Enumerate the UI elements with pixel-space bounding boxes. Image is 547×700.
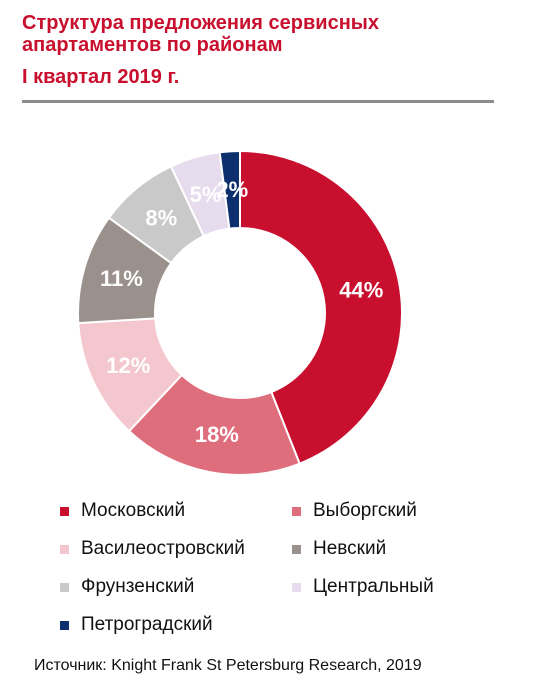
slice-value-label: 8%	[145, 205, 177, 230]
slice-value-label: 11%	[100, 266, 143, 291]
donut-chart: 44% 18% 12% 11% 8% 5%2%	[77, 149, 403, 476]
legend-label: Василеостровский	[81, 538, 245, 559]
legend-swatch	[60, 582, 69, 592]
legend-label: Центральный	[313, 576, 434, 597]
legend-item-moskovsky: Московский	[60, 500, 185, 522]
slice-moskovsky	[239, 149, 403, 465]
chart-subtitle: I квартал 2019 г.	[22, 66, 180, 88]
slice-value-label: 44%	[339, 277, 383, 302]
legend-item-vasileostrovsky: Василеостровский	[60, 538, 245, 560]
legend-item-vyborgsky: Выборгский	[292, 500, 417, 522]
legend-label: Московский	[81, 500, 186, 521]
legend-swatch	[292, 506, 301, 516]
legend-swatch	[60, 544, 69, 554]
legend-label: Петроградский	[81, 614, 213, 635]
legend-swatch	[292, 582, 301, 592]
legend-item-frunzensky: Фрунзенский	[60, 576, 194, 598]
slice-vyborgsky	[127, 373, 301, 476]
legend-label: Фрунзенский	[81, 576, 195, 597]
slice-value-label: 18%	[195, 422, 239, 447]
chart-title: Структура предложения сервисных апартаме…	[22, 12, 379, 56]
legend-item-tsentralny: Центральный	[292, 576, 434, 598]
legend-swatch	[292, 544, 301, 554]
legend-item-petrogradsky: Петроградский	[60, 614, 213, 636]
source-note: Источник: Knight Frank St Petersburg Res…	[34, 657, 422, 674]
slice-value-label: 2%	[216, 177, 248, 202]
legend-item-nevsky: Невский	[292, 538, 386, 560]
slice-petrogradsky	[218, 149, 241, 230]
slice-value-label: 5%	[190, 182, 222, 207]
legend-label: Невский	[313, 538, 387, 559]
legend-swatch	[60, 620, 69, 630]
legend-swatch	[60, 506, 69, 516]
slice-value-label: 12%	[106, 353, 150, 378]
legend-label: Выборгский	[313, 500, 417, 521]
title-divider	[22, 100, 494, 103]
